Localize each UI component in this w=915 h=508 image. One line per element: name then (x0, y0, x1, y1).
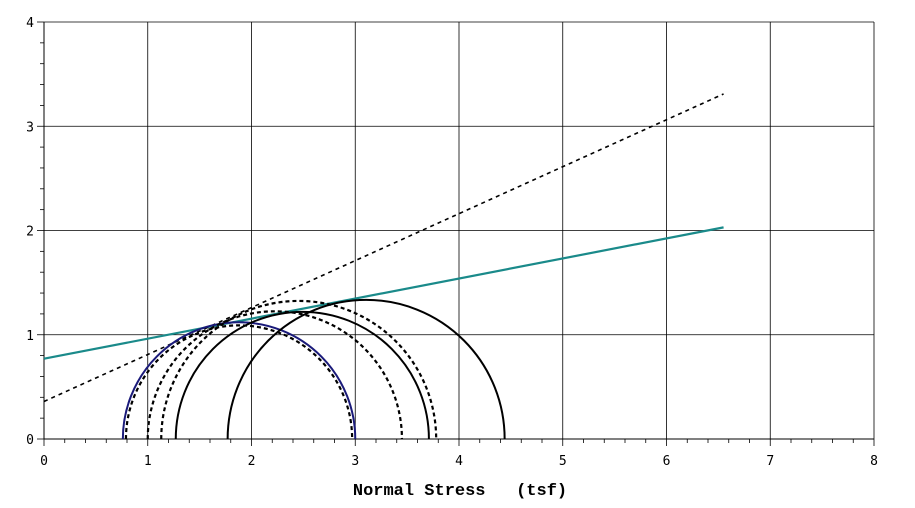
x-tick-label: 3 (351, 454, 359, 469)
axis-ticks (37, 21, 875, 446)
mohr-circle (146, 310, 404, 440)
x-axis-title: Normal Stress (tsf) (353, 482, 567, 501)
y-tick-label: 0 (26, 433, 34, 448)
mohr-circle (124, 324, 354, 440)
mohr-circle (174, 310, 430, 440)
grid-lines (43, 21, 875, 440)
x-tick-label: 4 (455, 454, 463, 469)
y-tick-label: 2 (26, 225, 34, 240)
mohr-circle (226, 298, 506, 440)
mohr-circle (160, 300, 438, 440)
mohr-circle (121, 321, 357, 440)
y-tick-label: 4 (26, 16, 34, 31)
x-tick-label: 0 (40, 454, 48, 469)
envelope-line-solid (43, 226, 724, 360)
y-tick-label: 3 (26, 120, 34, 135)
x-tick-label: 7 (766, 454, 774, 469)
x-tick-label: 5 (559, 454, 567, 469)
tick-labels: 0 1 2 3 4 5 6 7 8 0 1 2 3 4 (26, 16, 878, 469)
x-tick-label: 2 (248, 454, 256, 469)
x-tick-label: 8 (870, 454, 878, 469)
x-tick-label: 1 (144, 454, 152, 469)
x-tick-label: 6 (663, 454, 671, 469)
series-layer (43, 93, 724, 440)
y-tick-label: 1 (26, 329, 34, 344)
